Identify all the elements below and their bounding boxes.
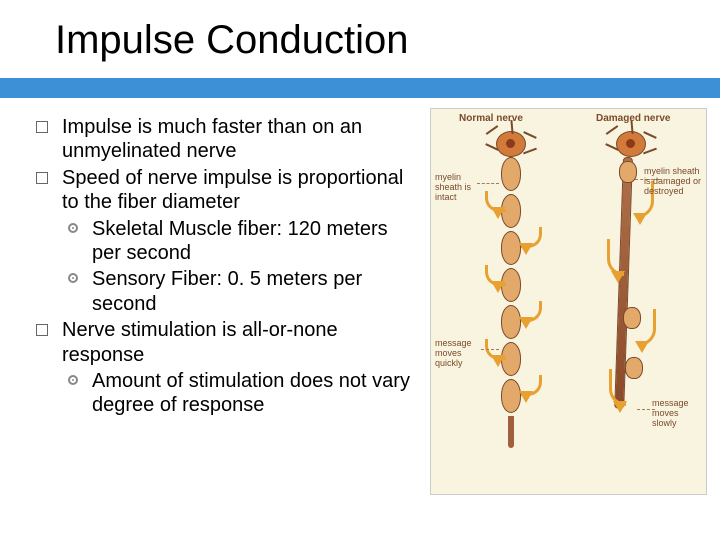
impulse-arrowhead-icon xyxy=(519,317,533,329)
impulse-arrowhead-icon xyxy=(519,391,533,403)
myelin-segment-icon xyxy=(501,157,521,191)
neuron-damaged xyxy=(606,131,646,157)
sub-bullet-list: Amount of stimulation does not vary degr… xyxy=(62,369,420,418)
figure-heading-normal: Normal nerve xyxy=(459,113,523,124)
bullet-item: Nerve stimulation is all-or-none respons… xyxy=(30,318,420,418)
sub-bullet-text: Amount of stimulation does not vary degr… xyxy=(92,370,410,416)
myelin-segment-icon xyxy=(501,305,521,339)
nucleus-icon xyxy=(626,139,635,148)
bullet-item: Speed of nerve impulse is proportional t… xyxy=(30,166,420,316)
sub-bullet-item: Sensory Fiber: 0. 5 meters per second xyxy=(62,267,420,316)
sub-bullet-text: Skeletal Muscle fiber: 120 meters per se… xyxy=(92,218,388,264)
dendrite-icon xyxy=(485,143,499,151)
figure-label-slow: message moves slowly xyxy=(652,399,702,429)
figure-label-quick: message moves quickly xyxy=(435,339,485,369)
nerve-diagram: Normal nerve Damaged nerve xyxy=(430,108,707,495)
figure-label-damaged: myelin sheath is damaged or destroyed xyxy=(644,167,702,197)
impulse-arrowhead-icon xyxy=(633,213,647,225)
neuron-normal xyxy=(486,131,526,157)
impulse-arrowhead-icon xyxy=(491,207,505,219)
impulse-arrowhead-icon xyxy=(613,401,627,413)
callout-line-icon xyxy=(477,183,499,184)
dendrite-icon xyxy=(523,148,537,155)
content-body: Impulse is much faster than on an unmyel… xyxy=(30,115,420,420)
axon-terminal-icon xyxy=(508,416,514,448)
figure-heading-damaged: Damaged nerve xyxy=(596,113,670,124)
sub-bullet-list: Skeletal Muscle fiber: 120 meters per se… xyxy=(62,217,420,317)
myelin-segment-icon xyxy=(501,231,521,265)
sub-bullet-item: Skeletal Muscle fiber: 120 meters per se… xyxy=(62,217,420,266)
dendrite-icon xyxy=(643,131,657,139)
dendrite-icon xyxy=(606,125,619,135)
title-accent-bar xyxy=(0,78,720,98)
soma-icon xyxy=(616,131,646,157)
dendrite-icon xyxy=(523,131,537,139)
impulse-arrowhead-icon xyxy=(519,243,533,255)
impulse-arrowhead-icon xyxy=(491,281,505,293)
impulse-arrowhead-icon xyxy=(635,341,649,353)
impulse-arrowhead-icon xyxy=(491,355,505,367)
figure-label-intact: myelin sheath is intact xyxy=(435,173,479,203)
sub-bullet-item: Amount of stimulation does not vary degr… xyxy=(62,369,420,418)
dendrite-icon xyxy=(486,125,499,135)
dendrite-icon xyxy=(605,143,619,151)
dendrite-icon xyxy=(643,148,657,155)
myelin-segment-icon xyxy=(501,379,521,413)
slide: Impulse Conduction Impulse is much faste… xyxy=(0,0,720,540)
slide-title: Impulse Conduction xyxy=(55,18,409,63)
myelin-patch-icon xyxy=(625,357,643,379)
bullet-item: Impulse is much faster than on an unmyel… xyxy=(30,115,420,164)
nucleus-icon xyxy=(506,139,515,148)
soma-icon xyxy=(496,131,526,157)
bullet-text: Nerve stimulation is all-or-none respons… xyxy=(62,319,338,365)
bullet-list: Impulse is much faster than on an unmyel… xyxy=(30,115,420,418)
bullet-text: Speed of nerve impulse is proportional t… xyxy=(62,167,403,213)
impulse-arrowhead-icon xyxy=(611,271,625,283)
sub-bullet-text: Sensory Fiber: 0. 5 meters per second xyxy=(92,268,362,314)
bullet-text: Impulse is much faster than on an unmyel… xyxy=(62,116,362,162)
